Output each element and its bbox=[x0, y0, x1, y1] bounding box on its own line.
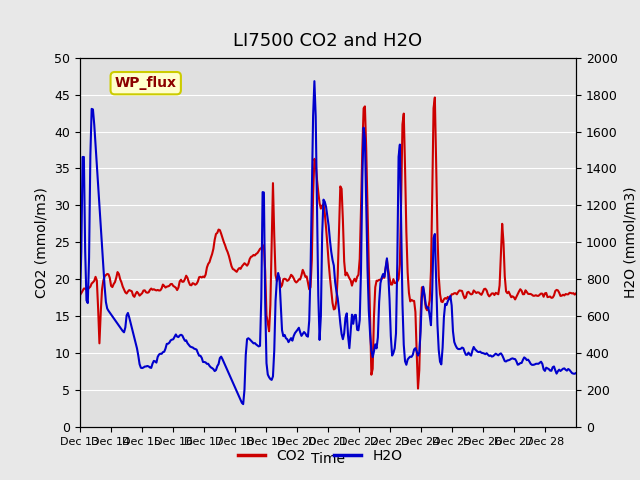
Text: WP_flux: WP_flux bbox=[115, 76, 177, 90]
X-axis label: Time: Time bbox=[311, 453, 345, 467]
Y-axis label: H2O (mmol/m3): H2O (mmol/m3) bbox=[623, 187, 637, 298]
Title: LI7500 CO2 and H2O: LI7500 CO2 and H2O bbox=[234, 33, 422, 50]
Legend: CO2, H2O: CO2, H2O bbox=[232, 443, 408, 468]
Y-axis label: CO2 (mmol/m3): CO2 (mmol/m3) bbox=[35, 187, 49, 298]
